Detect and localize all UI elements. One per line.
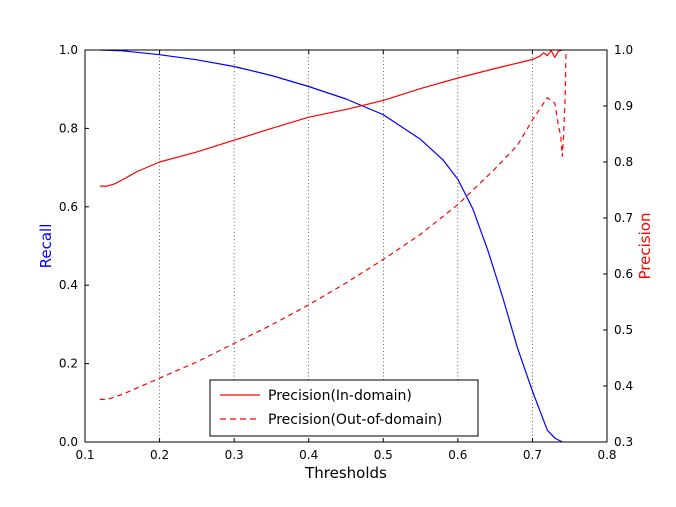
x-tick-label: 0.8 (597, 448, 616, 462)
x-tick-label: 0.1 (75, 448, 94, 462)
legend-box (209, 379, 479, 437)
legend-label-out-of-domain: Precision(Out-of-domain) (268, 412, 442, 428)
precision-out-of-domain-line (99, 49, 568, 400)
y-left-tick-label: 0.8 (59, 121, 78, 135)
y-right-tick-label: 0.5 (614, 323, 633, 337)
y-right-tick-label: 0.6 (614, 267, 633, 281)
recall-line (99, 49, 563, 443)
y-right-tick-label: 0.9 (614, 99, 633, 113)
y-left-tick-label: 0.0 (59, 435, 78, 449)
legend: Precision(In-domain) Precision(Out-of-do… (209, 379, 479, 437)
y-right-tick-label: 0.8 (614, 155, 633, 169)
y-left-axis-title: Recall (37, 224, 55, 269)
y-right-axis-title: Precision (636, 213, 654, 280)
x-tick-label: 0.6 (448, 448, 467, 462)
y-right-tick-label: 0.3 (614, 435, 633, 449)
grid-lines (159, 50, 533, 442)
y-right-tick-label: 0.4 (614, 379, 633, 393)
x-tick-label: 0.3 (225, 448, 244, 462)
y-left-tick-label: 0.6 (59, 200, 78, 214)
axis-ticks: 0.1 0.2 0.3 0.4 0.5 0.6 0.7 0.8 0.0 0.2 0.4 0.6 0.8 1… (59, 43, 633, 462)
y-left-tick-label: 1.0 (59, 43, 78, 57)
y-left-tick-label: 0.2 (59, 357, 78, 371)
y-left-tick-label: 0.4 (59, 278, 78, 292)
y-right-tick-label: 1.0 (614, 43, 633, 57)
plot-frame (84, 49, 608, 443)
legend-label-in-domain: Precision(In-domain) (268, 388, 412, 404)
x-tick-label: 0.4 (299, 448, 318, 462)
x-axis-title: Thresholds (304, 464, 387, 482)
x-tick-label: 0.5 (374, 448, 393, 462)
x-tick-label: 0.7 (523, 448, 542, 462)
y-right-tick-label: 0.7 (614, 211, 633, 225)
precision-in-domain-line (99, 49, 563, 187)
series-lines (99, 49, 568, 443)
x-tick-label: 0.2 (150, 448, 169, 462)
